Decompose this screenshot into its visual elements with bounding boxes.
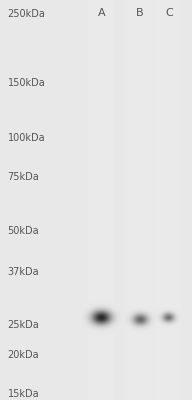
Text: B: B [136,8,144,18]
Text: 20kDa: 20kDa [8,350,39,360]
Text: A: A [98,8,106,18]
Text: 50kDa: 50kDa [8,226,39,236]
Text: 250kDa: 250kDa [8,9,46,19]
Text: 25kDa: 25kDa [8,320,39,330]
Text: 15kDa: 15kDa [8,389,39,399]
Text: 100kDa: 100kDa [8,133,45,143]
Text: 75kDa: 75kDa [8,172,39,182]
Text: 150kDa: 150kDa [8,78,46,88]
Text: 37kDa: 37kDa [8,267,39,277]
Text: C: C [165,8,173,18]
